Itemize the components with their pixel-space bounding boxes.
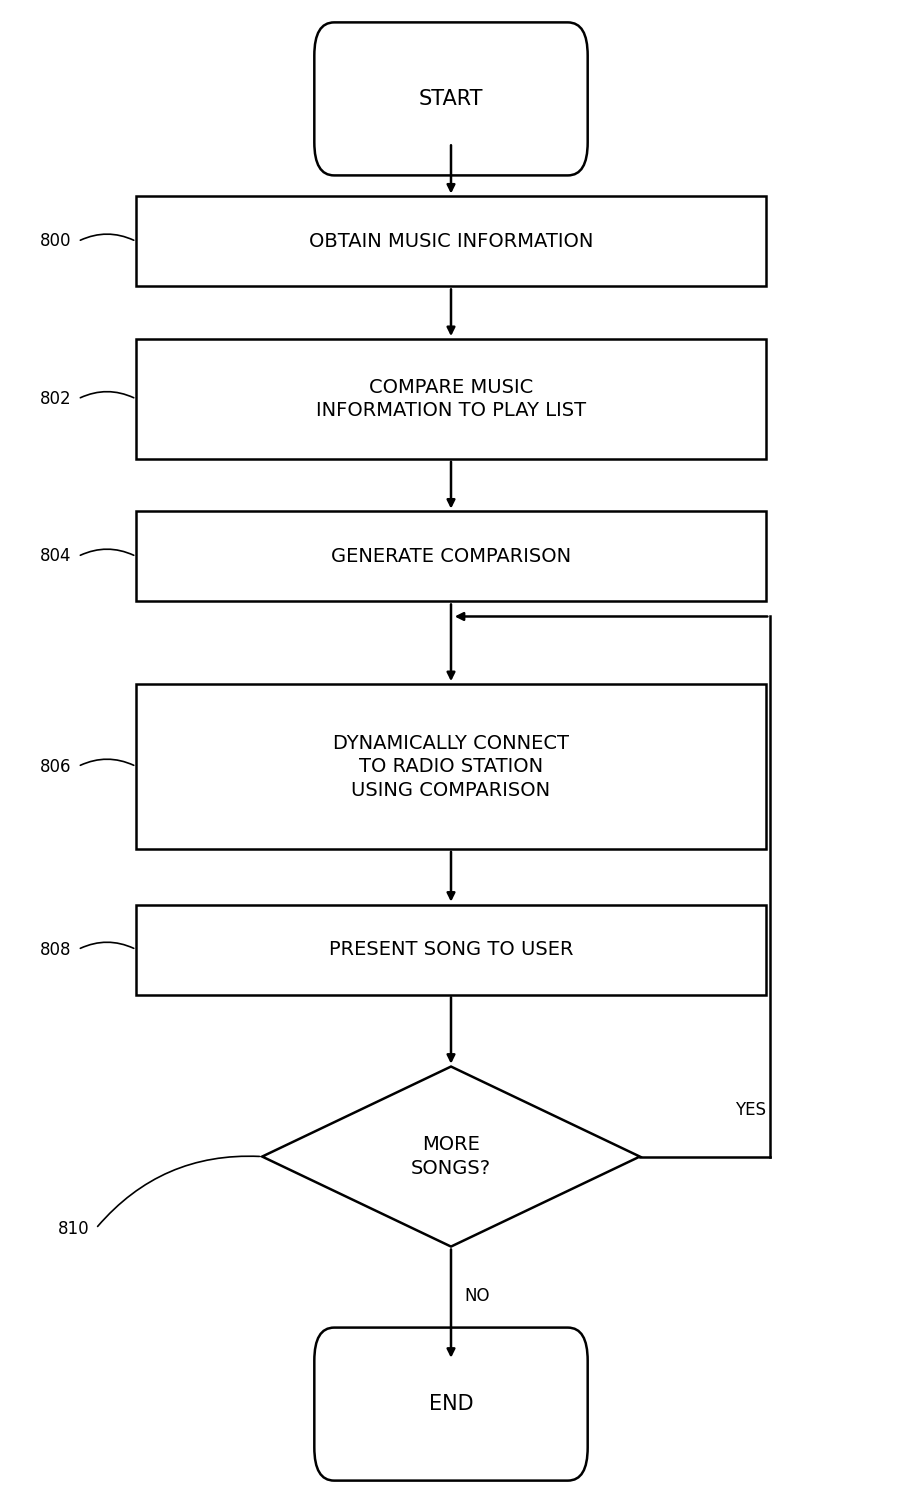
Text: END: END [428,1395,474,1414]
Text: PRESENT SONG TO USER: PRESENT SONG TO USER [328,939,574,959]
Text: 808: 808 [40,941,71,959]
Text: NO: NO [465,1287,490,1305]
Text: START: START [419,89,483,108]
Text: GENERATE COMPARISON: GENERATE COMPARISON [331,547,571,567]
Bar [136,905,766,995]
FancyBboxPatch shape [314,23,588,176]
Bar [136,340,766,458]
Text: 810: 810 [58,1219,89,1237]
Bar [136,511,766,601]
Polygon shape [262,1067,640,1246]
Text: 800: 800 [40,233,71,251]
Text: OBTAIN MUSIC INFORMATION: OBTAIN MUSIC INFORMATION [308,231,594,251]
Text: COMPARE MUSIC
INFORMATION TO PLAY LIST: COMPARE MUSIC INFORMATION TO PLAY LIST [316,377,586,421]
Bar [136,197,766,287]
Text: 802: 802 [40,389,71,407]
Text: 806: 806 [40,758,71,776]
Bar [136,684,766,849]
Text: DYNAMICALLY CONNECT
TO RADIO STATION
USING COMPARISON: DYNAMICALLY CONNECT TO RADIO STATION USI… [333,733,569,800]
Text: YES: YES [735,1102,766,1120]
Text: MORE
SONGS?: MORE SONGS? [411,1135,491,1178]
FancyBboxPatch shape [314,1327,588,1480]
Text: 804: 804 [40,547,71,565]
